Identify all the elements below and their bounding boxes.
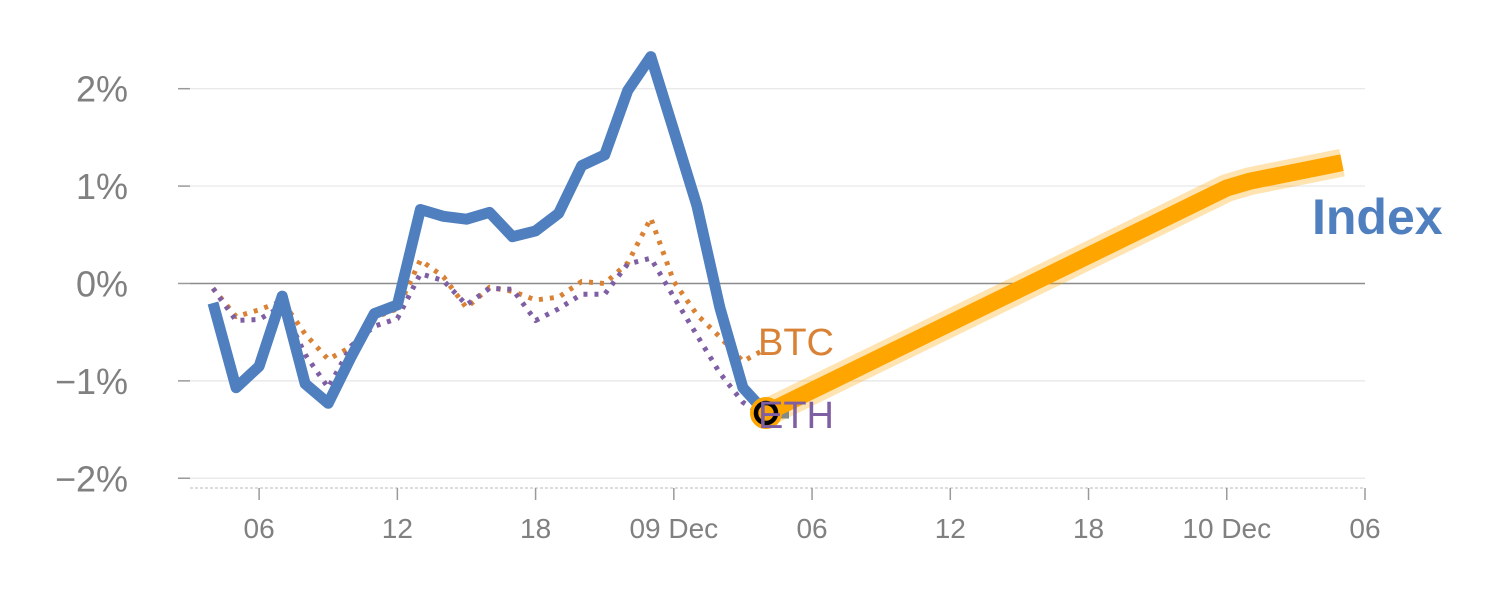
- x-tick-label: 06: [796, 513, 827, 544]
- x-tick-label: 06: [1349, 513, 1380, 544]
- y-tick-label: 0%: [76, 263, 128, 304]
- highlight-series-line: [762, 154, 1344, 421]
- eth-series-label: ETH: [758, 395, 834, 437]
- x-tick-label: 12: [935, 513, 966, 544]
- btc-series-line: [211, 215, 768, 364]
- x-tick-label: 10 Dec: [1182, 513, 1271, 544]
- x-tick-label: 06: [244, 513, 275, 544]
- x-tick-label: 12: [382, 513, 413, 544]
- eth-series-line: [210, 255, 768, 420]
- label-layer: BTC ETH Index: [758, 189, 1443, 437]
- x-tick-label: 09 Dec: [629, 513, 718, 544]
- index-series-line: [207, 51, 789, 419]
- index-series-label: Index: [1312, 189, 1443, 245]
- y-tick-label: 1%: [76, 166, 128, 207]
- btc-series-label: BTC: [758, 322, 834, 364]
- marker-layer: [749, 397, 782, 430]
- grid-layer: [190, 88, 1365, 479]
- y-tick-label: 2%: [76, 69, 128, 110]
- y-tick-label: −1%: [55, 361, 128, 402]
- x-tick-label: 18: [1073, 513, 1104, 544]
- series-layer: [207, 51, 1345, 426]
- y-tick-label: −2%: [55, 458, 128, 499]
- current-point-marker-ring: [753, 400, 779, 426]
- x-tick-label: 18: [520, 513, 551, 544]
- axis-layer: 2% 1% 0% −1% −2% 06 12 18 09 Dec 06 12 18 10 Dec 06: [55, 69, 1381, 544]
